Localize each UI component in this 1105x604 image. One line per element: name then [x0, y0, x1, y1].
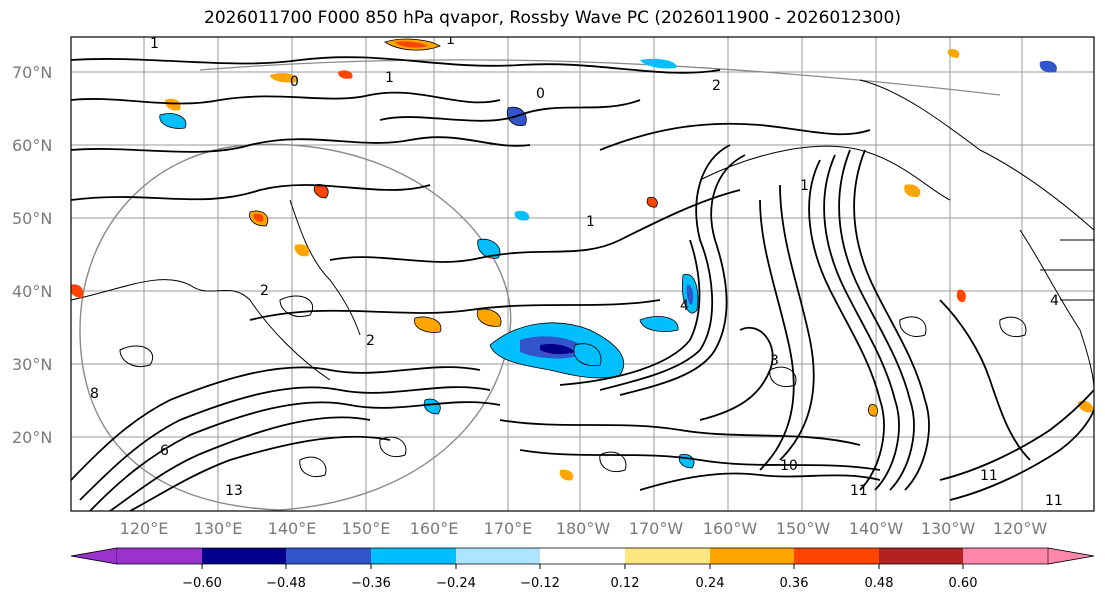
lat-label: 40°N — [12, 282, 52, 301]
contour-label: 11 — [980, 468, 998, 484]
contour-label: 1 — [800, 178, 809, 194]
contours — [71, 56, 1094, 511]
colorbar-tick-label: 0.48 — [865, 576, 894, 591]
contour-label: 3 — [770, 353, 779, 369]
contour-label: 11 — [1045, 493, 1063, 509]
contour-label: 4 — [680, 298, 689, 314]
lat-label: 30°N — [12, 355, 52, 374]
colorbar-segment — [202, 548, 286, 564]
region-outline — [79, 143, 512, 511]
map-content: 1 1 1 2 0 0 2 2 4 1 4 3 6 8 10 11 11 11 … — [71, 32, 1094, 511]
lon-label: 170°E — [484, 519, 533, 538]
contour-label: 11 — [850, 483, 868, 499]
contour-label: 2 — [712, 78, 721, 94]
lat-label: 60°N — [12, 136, 52, 155]
colorbar-segment — [794, 548, 879, 564]
colorbar-tick-label: 0.60 — [949, 576, 978, 591]
lon-label: 180°W — [556, 519, 611, 538]
colorbar-outline — [70, 547, 1095, 565]
lon-label: 130°W — [921, 519, 976, 538]
colorbar-segment — [117, 548, 202, 564]
colorbar-segment — [879, 548, 963, 564]
lat-label: 50°N — [12, 209, 52, 228]
colorbar-low-arrow — [70, 547, 118, 565]
gridlines — [71, 37, 1094, 511]
colorbar-tick-label: −0.12 — [520, 576, 560, 591]
colorbar-tick-label: −0.36 — [351, 576, 391, 591]
latitude-labels: 70°N 60°N 50°N 40°N 30°N 20°N — [12, 63, 52, 447]
longitude-labels: 120°E 130°E 140°E 150°E 160°E 170°E 180°… — [120, 519, 1048, 538]
lon-label: 150°E — [342, 519, 391, 538]
colorbar-segment — [540, 548, 625, 564]
arc-outline — [199, 59, 1001, 96]
contour-label: 6 — [160, 443, 169, 459]
colorbar-segment — [286, 548, 371, 564]
lon-label: 130°E — [194, 519, 243, 538]
colorbar-tick-labels: −0.60 −0.48 −0.36 −0.24 −0.12 0.12 0.24 … — [182, 576, 977, 591]
coastlines — [71, 79, 1094, 391]
map-frame — [70, 36, 1095, 512]
colorbar: −0.60 −0.48 −0.36 −0.24 −0.12 0.12 0.24 … — [70, 547, 1095, 591]
lon-label: 120°W — [993, 519, 1048, 538]
lat-label: 20°N — [12, 428, 52, 447]
map-panel — [71, 37, 1094, 511]
colorbar-segment — [456, 548, 540, 564]
colorbar-tick-label: −0.24 — [436, 576, 476, 591]
lon-label: 170°W — [629, 519, 684, 538]
lon-label: 150°W — [776, 519, 831, 538]
colorbar-tick-label: 0.36 — [780, 576, 809, 591]
colorbar-tick-label: −0.60 — [182, 576, 222, 591]
colorbar-tick-label: 0.12 — [611, 576, 640, 591]
lon-label: 140°W — [849, 519, 904, 538]
contour-label: 2 — [366, 333, 375, 349]
colorbar-segment — [710, 548, 794, 564]
contour-label: 2 — [260, 283, 269, 299]
colorbar-segment — [963, 548, 1048, 564]
colorbar-high-arrow — [1047, 547, 1095, 565]
lat-label: 70°N — [12, 63, 52, 82]
contour-label: 0 — [290, 74, 299, 90]
contour-label: 1 — [446, 32, 455, 48]
contour-label: 8 — [90, 386, 99, 402]
contour-label: 13 — [225, 483, 243, 499]
lon-label: 160°W — [703, 519, 758, 538]
contour-label: 0 — [536, 86, 545, 102]
contour-label: 1 — [385, 70, 394, 86]
map-title: 2026011700 F000 850 hPa qvapor, Rossby W… — [204, 8, 901, 28]
contour-label: 4 — [1050, 293, 1059, 309]
colorbar-segment — [371, 548, 456, 564]
negative-anomalies — [159, 58, 1057, 469]
contour-label: 1 — [586, 214, 595, 230]
lon-label: 120°E — [120, 519, 169, 538]
minor-contours — [119, 295, 1027, 477]
colorbar-ticks — [201, 564, 964, 569]
contour-label: 10 — [780, 458, 798, 474]
lon-label: 160°E — [410, 519, 459, 538]
contour-label: 1 — [150, 36, 159, 52]
colorbar-segment — [625, 548, 710, 564]
contour-labels: 1 1 1 2 0 0 2 2 4 1 4 3 6 8 10 11 11 11 … — [90, 32, 1063, 509]
colorbar-tick-label: −0.48 — [266, 576, 306, 591]
colorbar-tick-label: 0.24 — [696, 576, 725, 591]
lon-label: 140°E — [268, 519, 317, 538]
